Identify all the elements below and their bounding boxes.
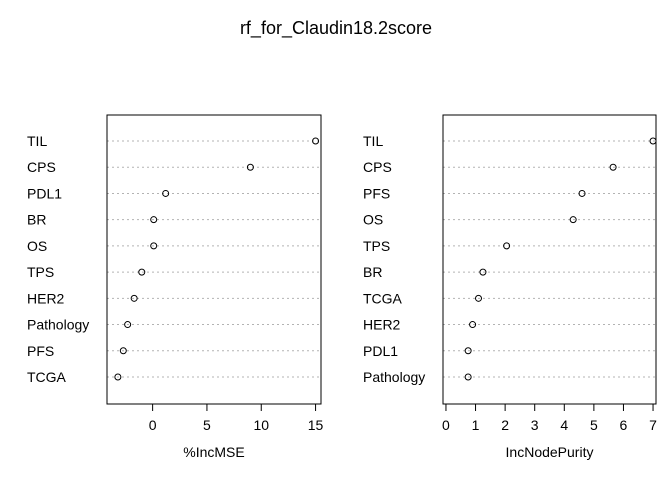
x-tick-label: 10 — [253, 417, 269, 433]
x-tick-label: 0 — [149, 417, 157, 433]
x-axis-label: %IncMSE — [183, 444, 244, 460]
data-point — [475, 294, 482, 302]
x-tick-label: 5 — [590, 417, 598, 433]
x-tick-label: 15 — [308, 417, 324, 433]
x-tick-label: 1 — [472, 417, 480, 433]
x-tick-label: 6 — [620, 417, 628, 433]
data-point — [114, 373, 122, 381]
figure-title: rf_for_Claudin18.2score — [240, 18, 432, 39]
data-point — [479, 268, 487, 276]
data-point — [119, 347, 127, 355]
category-label: TCGA — [363, 290, 403, 306]
data-point — [138, 268, 146, 276]
data-point — [464, 373, 472, 381]
x-tick-label: 5 — [203, 417, 211, 433]
category-label: BR — [27, 212, 46, 228]
data-point — [150, 242, 158, 250]
x-tick-label: 4 — [560, 417, 568, 433]
category-label: PDL1 — [363, 343, 398, 359]
panel-incmse: TIL CPS PDL1 BR OS TPS HER2 Pathology PFS TCGA 0 5 1… — [27, 114, 324, 460]
panel-incnodepurity: TIL CPS PFS OS TPS BR TCGA HER2 PDL1 Pathology 0 1 2… — [363, 114, 657, 460]
data-point — [464, 347, 472, 355]
category-label: PFS — [27, 343, 54, 359]
data-point — [162, 189, 170, 197]
x-tick-label: 2 — [501, 417, 509, 433]
category-label: PDL1 — [27, 185, 62, 201]
data-point — [503, 242, 511, 250]
category-label: PFS — [363, 185, 390, 201]
category-label: Pathology — [363, 369, 425, 385]
category-label: HER2 — [363, 317, 401, 333]
category-label: TPS — [27, 264, 54, 280]
data-point — [150, 216, 158, 224]
data-point — [130, 294, 138, 302]
category-label: HER2 — [27, 290, 65, 306]
data-point — [246, 163, 254, 171]
category-label: OS — [363, 212, 383, 228]
category-label: BR — [363, 264, 382, 280]
x-tick-label: 7 — [649, 417, 657, 433]
category-label: Pathology — [27, 317, 89, 333]
data-point — [609, 163, 617, 171]
data-point — [124, 321, 132, 329]
category-label: TPS — [363, 238, 390, 254]
x-axis-label: IncNodePurity — [506, 444, 594, 460]
category-label: CPS — [363, 159, 392, 175]
data-point — [469, 321, 477, 329]
x-tick-label: 0 — [442, 417, 450, 433]
data-point — [578, 189, 586, 197]
data-point — [312, 137, 320, 145]
category-label: TIL — [27, 133, 47, 149]
category-label: CPS — [27, 159, 56, 175]
plot-frame — [106, 114, 322, 405]
category-label: TCGA — [27, 369, 67, 385]
data-point — [569, 216, 577, 224]
category-label: TIL — [363, 133, 383, 149]
plot-frame — [442, 114, 657, 405]
x-tick-label: 3 — [531, 417, 539, 433]
category-label: OS — [27, 238, 47, 254]
